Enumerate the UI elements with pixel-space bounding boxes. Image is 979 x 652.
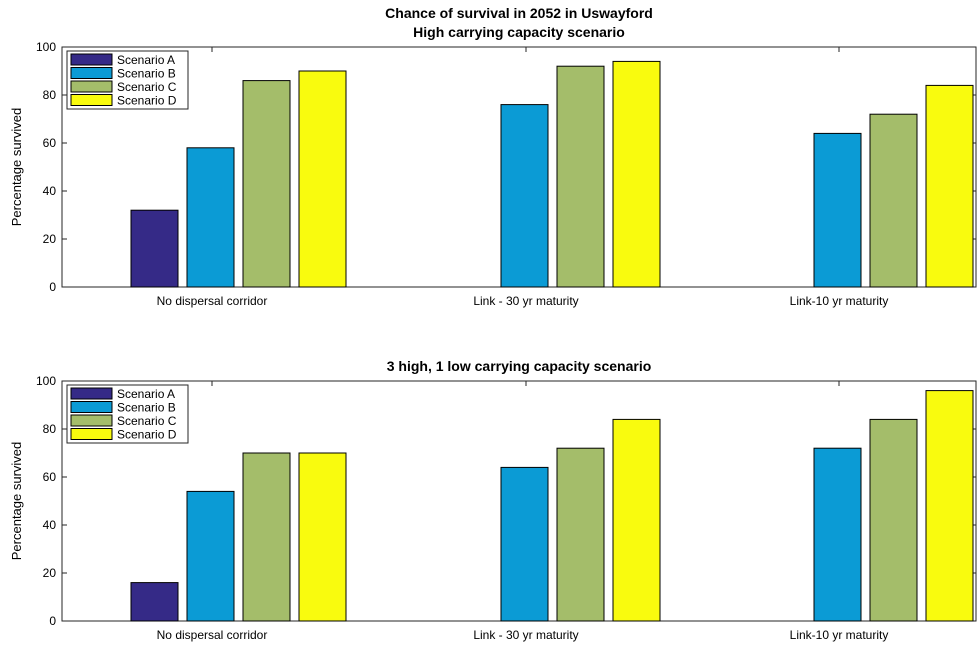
chart-panel-1: Chance of survival in 2052 in Uswayford H… [9,5,977,308]
legend-label: Scenario B [117,67,176,81]
y-tick-label: 40 [43,518,57,532]
legend-swatch [70,53,113,66]
bar-scenario-b [813,447,862,622]
x-tick-label: Link-10 yr maturity [790,294,889,308]
y-tick-label: 60 [43,136,57,150]
bar-scenario-a [130,209,179,288]
bar-scenario-b [186,490,235,622]
x-tick-label: No dispersal corridor [157,294,268,308]
bar-scenario-d [925,84,974,288]
x-tick-label: No dispersal corridor [157,628,268,642]
y-tick-label: 60 [43,470,57,484]
bar-scenario-d [298,70,347,288]
bar-scenario-c [556,65,605,288]
legend-swatch [70,94,113,106]
y-axis-label: Percentage survived [9,442,24,561]
bar-scenario-c [869,418,918,622]
legend-swatch [70,428,113,440]
legend-swatch [70,80,113,93]
legend-label: Scenario D [117,428,177,442]
chart-title: 3 high, 1 low carrying capacity scenario [387,358,652,374]
legend-label: Scenario B [117,401,176,415]
chart-panel-2: 3 high, 1 low carrying capacity scenario… [9,358,977,642]
bar-scenario-b [186,147,235,288]
y-tick-label: 20 [43,232,57,246]
x-tick-label: Link - 30 yr maturity [473,294,578,308]
bar-scenario-c [869,113,918,288]
legend-swatch [70,387,113,400]
bar-scenario-a [130,582,179,622]
legend-swatch [70,67,113,79]
legend-swatch [70,401,113,413]
y-tick-label: 80 [43,88,57,102]
legend-label: Scenario C [117,414,177,428]
legend-swatch [70,414,113,427]
legend-label: Scenario D [117,94,177,108]
bar-scenario-c [242,452,291,622]
bar-scenario-d [298,452,347,622]
y-tick-label: 20 [43,566,57,580]
legend-label: Scenario C [117,80,177,94]
chart-title: Chance of survival in 2052 in Uswayford [385,5,653,21]
bar-scenario-c [242,80,291,288]
legend-label: Scenario A [117,387,175,401]
x-tick-label: Link-10 yr maturity [790,628,889,642]
bar-scenario-d [612,418,661,622]
bar-scenario-b [813,132,862,288]
bar-scenario-b [500,104,549,288]
y-tick-label: 100 [36,374,56,388]
y-axis-label: Percentage survived [9,108,24,227]
y-tick-label: 0 [49,280,56,294]
y-tick-label: 0 [49,614,56,628]
y-tick-label: 80 [43,422,57,436]
bar-scenario-c [556,447,605,622]
y-tick-label: 100 [36,40,56,54]
chart-subtitle: High carrying capacity scenario [413,24,625,40]
y-tick-label: 40 [43,184,57,198]
legend-label: Scenario A [117,53,175,67]
bar-scenario-d [925,390,974,622]
bar-scenario-d [612,60,661,288]
x-tick-label: Link - 30 yr maturity [473,628,578,642]
bar-scenario-b [500,466,549,622]
